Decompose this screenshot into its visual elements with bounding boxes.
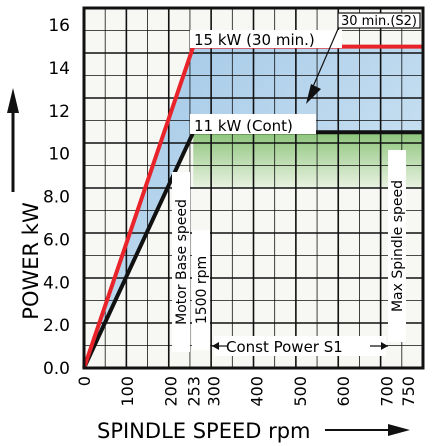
- x-axis-title-group: SPINDLE SPEED rpm: [97, 419, 410, 443]
- y-tick-label: 6.0: [43, 230, 70, 250]
- x-tick-labels: 0 100 200 253 300 400 500 600 700 750: [75, 376, 418, 407]
- band-cont-area: [193, 132, 423, 188]
- annotation-s2-tag: 30 min.(S2): [337, 12, 421, 29]
- max-spindle-text: Max Spindle speed: [390, 180, 406, 312]
- annotation-max-spindle: Max Spindle speed: [388, 150, 406, 342]
- const-power-right-arrowhead: [381, 342, 388, 350]
- y-tick-label: 2.0: [43, 316, 70, 336]
- x-tick-label: 500: [291, 376, 310, 407]
- x-axis-title: SPINDLE SPEED rpm: [97, 419, 311, 443]
- x-axis-arrowhead: [388, 424, 410, 436]
- x-tick-label: 200: [161, 376, 180, 407]
- x-tick-label: 700: [377, 376, 396, 407]
- x-tick-label: 300: [205, 376, 224, 407]
- y-tick-label: 12: [48, 102, 70, 122]
- const-power-text: Const Power S1: [226, 338, 343, 356]
- x-tick-label: 253: [184, 376, 203, 407]
- s2-tag-text: 30 min.(S2): [341, 14, 417, 29]
- y-axis-title: POWER kW: [19, 202, 43, 320]
- y-tick-label: 0.0: [43, 359, 70, 379]
- annotation-base-rpm: 1500 rpm: [192, 230, 210, 350]
- y-tick-labels: 0.0 2.0 4.0 6.0 8.0 10 12 14 16: [43, 16, 70, 379]
- plot-frame: [82, 6, 425, 370]
- y-tick-label: 8.0: [43, 188, 70, 208]
- annotation-s2-line: 15 kW (30 min.): [190, 30, 342, 49]
- y-tick-label: 4.0: [43, 273, 70, 293]
- y-axis-arrow: [7, 88, 19, 192]
- annotation-const-power: Const Power S1: [212, 336, 388, 356]
- y-tick-label: 14: [48, 59, 70, 79]
- s2-pointer-line: [311, 28, 339, 90]
- x-tick-label: 100: [118, 376, 137, 407]
- motor-base-text: Motor Base speed: [174, 199, 190, 325]
- x-tick-label: 0: [75, 376, 94, 386]
- y-tick-label: 10: [48, 145, 70, 165]
- x-tick-label: 600: [334, 376, 353, 407]
- base-rpm-text: 1500 rpm: [194, 256, 210, 324]
- annotation-cont-line: 11 kW (Cont): [190, 114, 316, 135]
- gridlines: [84, 8, 423, 368]
- cont-line-text: 11 kW (Cont): [194, 117, 293, 135]
- annotation-motor-base: Motor Base speed: [172, 172, 190, 352]
- x-tick-label: 750: [399, 376, 418, 407]
- x-tick-label: 400: [248, 376, 267, 407]
- s2-pointer-arrowhead: [306, 84, 321, 104]
- s2-line-text: 15 kW (30 min.): [194, 31, 315, 49]
- y-tick-label: 16: [48, 16, 70, 36]
- const-power-left-arrowhead: [212, 342, 219, 350]
